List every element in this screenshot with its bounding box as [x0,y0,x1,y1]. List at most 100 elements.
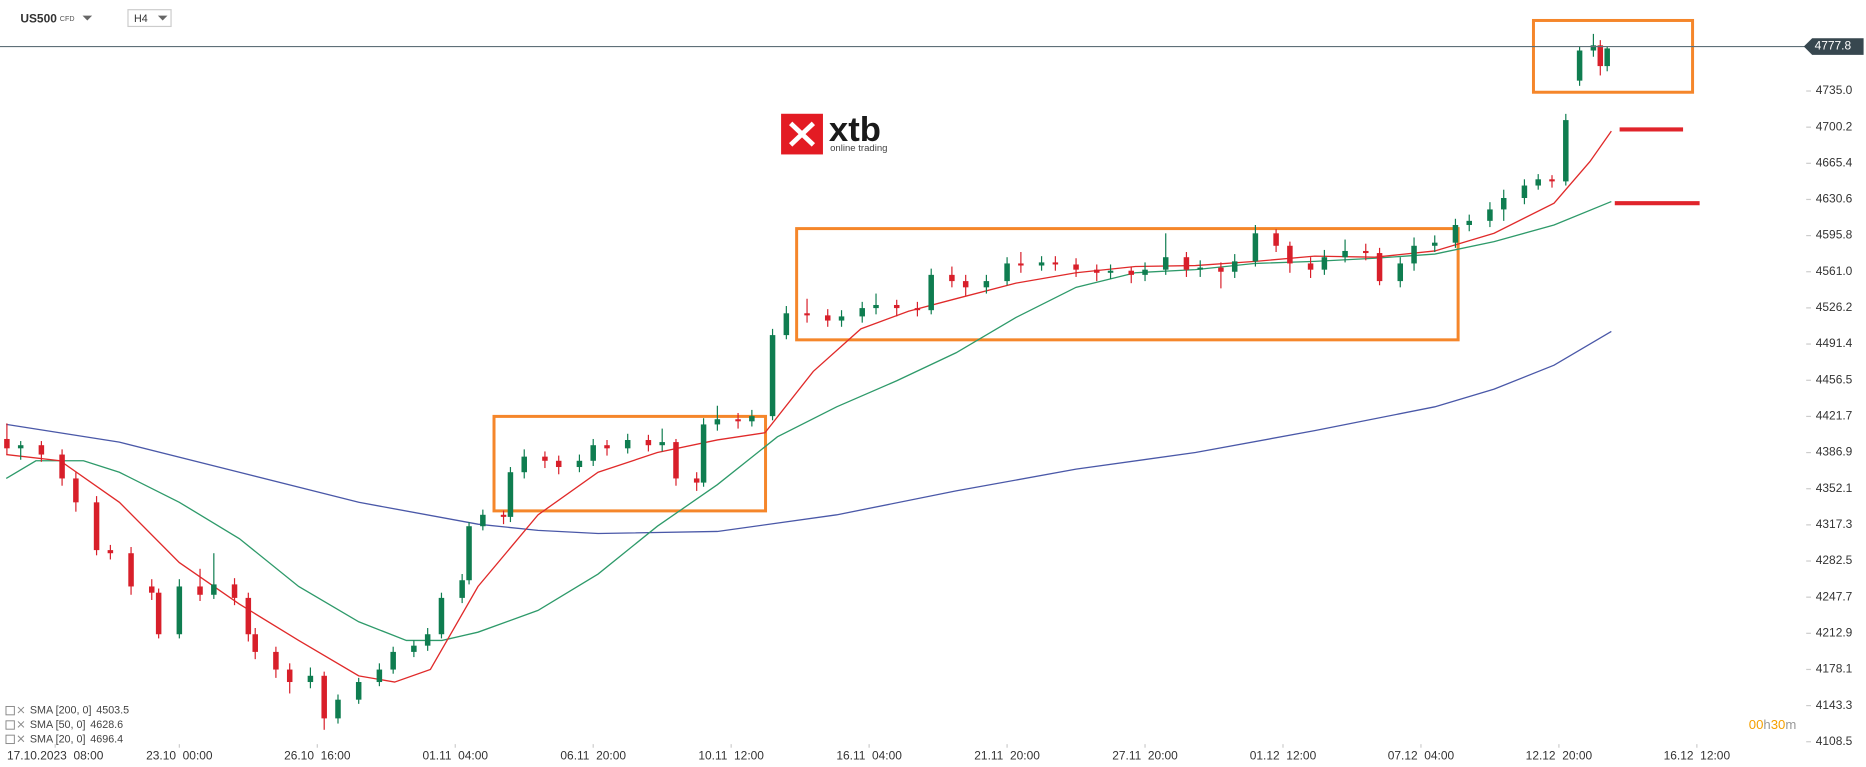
last-price-box [1803,38,1864,55]
candle-body [1183,257,1190,270]
candle-body [438,597,445,635]
candle-body [749,416,755,422]
candle-body [893,304,900,309]
candle-body [1128,270,1134,275]
candle-body [507,472,514,517]
candle-body [645,440,652,446]
candle-body [197,586,203,595]
candle-body [459,580,465,598]
x-tick-label: 27.11 20:00 [1112,748,1178,762]
candle-body [983,281,990,288]
candle-body [693,478,700,483]
x-tick-label: 10.11 12:00 [698,748,764,762]
timeframe-box[interactable] [127,9,172,28]
logo-name: xtb [829,111,881,149]
candle-body [521,456,527,473]
candle-body [500,514,507,517]
candle-body [1273,233,1279,246]
last-price-label: 4777.8 [1815,39,1852,53]
candle-body [838,316,845,321]
candle-body [466,526,472,581]
candle-body [1431,242,1438,246]
x-tick-label: 16.12 12:00 [1664,748,1731,762]
x-tick-label: 12.12 20:00 [1526,748,1593,762]
candle-body [321,675,327,719]
legend-entry: SMA [200, 0] 4503.5 [30,704,129,716]
candle-body [1487,209,1493,221]
candle-body [1307,263,1314,270]
candle-body [245,597,252,635]
candle-body [962,281,969,288]
candle-body [107,550,114,554]
candle-body [1321,257,1328,270]
y-tick-label: 4386.9 [1816,445,1853,459]
symbol-kind: CFD [60,15,75,23]
candle-body [1073,264,1079,270]
legend-icon [5,734,15,745]
candle-body [1604,48,1610,67]
candle-body [1094,269,1100,273]
legend-icon [5,705,15,716]
logo-tagline: online trading [830,143,887,154]
candle-body [1521,185,1528,199]
candle-body [714,419,721,425]
candle-body [424,634,431,646]
timeframe[interactable]: H4 [134,13,148,25]
candle-body [1038,262,1045,266]
candle-body [735,419,741,422]
x-tick-label: 06.11 20:00 [560,748,626,762]
candle-body [1397,263,1404,282]
range-box [492,414,768,513]
y-tick-label: 4108.5 [1816,734,1853,748]
y-tick-label: 4212.9 [1816,625,1853,639]
y-tick-label: 4352.1 [1816,481,1853,495]
candle-body [176,586,183,635]
candle-body [590,445,596,461]
range-box [795,227,1460,342]
timeframe-dropdown[interactable] [157,15,168,21]
y-tick-label: 4282.5 [1816,553,1853,567]
candle-body [859,308,865,317]
candle-body [73,478,79,503]
candle-body [804,313,810,316]
candle-body [928,274,934,311]
candle-body [411,645,417,652]
candle-body [1052,262,1059,265]
symbol[interactable]: US500 [20,11,57,25]
candle-body [286,669,293,683]
candle-body [355,682,362,700]
candle-body [480,514,486,527]
legend-entry: SMA [50, 0] 4628.6 [30,719,123,731]
candle-body [1018,263,1024,266]
candle-body [1363,250,1369,254]
x-tick-label: 16.11 04:00 [836,748,902,762]
y-tick-label: 4700.2 [1816,119,1853,133]
candle-body [231,584,238,598]
candle-body [873,304,879,309]
candle-body [1142,269,1148,275]
symbol-dropdown[interactable] [82,15,93,21]
candle-body [555,460,562,468]
candle-body [673,442,679,479]
candle-body [1197,267,1203,270]
candle-body [17,445,24,449]
legend-name: SMA [50, 0] [30,719,86,731]
timer-unit: h [1763,718,1770,733]
y-tick-label: 4735.0 [1816,83,1853,97]
candle-body [211,584,217,595]
candle-body [604,445,610,449]
legend-name: SMA [200, 0] [30,704,92,716]
x-tick-label: 07.12 04:00 [1388,748,1455,762]
candle-body [273,651,279,670]
x-tick-label: 01.11 04:00 [422,748,488,762]
candle-body [576,460,583,468]
candle-body [1218,267,1224,272]
candle-body [1376,253,1383,282]
candle-body [769,335,776,417]
y-tick-label: 4630.6 [1816,192,1853,206]
candle-body [1252,233,1259,262]
candle-body [93,502,100,551]
candle-body [700,424,707,483]
